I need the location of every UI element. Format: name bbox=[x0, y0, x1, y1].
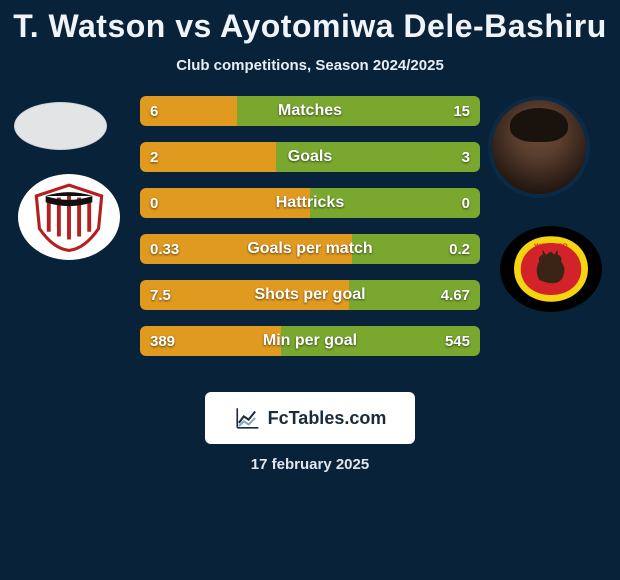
stat-right-value: 3 bbox=[462, 142, 470, 172]
shield-icon: WATFORD bbox=[509, 231, 593, 307]
stat-bar-left-segment bbox=[140, 142, 276, 172]
stat-row: 7.54.67Shots per goal bbox=[140, 280, 480, 310]
stat-bar-list: 615Matches23Goals00Hattricks0.330.2Goals… bbox=[140, 96, 480, 372]
stat-bar-right-segment bbox=[310, 188, 480, 218]
branding-text: FcTables.com bbox=[268, 408, 387, 429]
shield-icon bbox=[29, 182, 109, 252]
player-right-avatar bbox=[488, 96, 590, 198]
club-right-crest: WATFORD bbox=[500, 226, 602, 312]
stat-left-value: 7.5 bbox=[150, 280, 171, 310]
stat-row: 0.330.2Goals per match bbox=[140, 234, 480, 264]
page-subtitle: Club competitions, Season 2024/2025 bbox=[0, 57, 620, 74]
branding-box: FcTables.com bbox=[205, 392, 415, 444]
stat-row: 23Goals bbox=[140, 142, 480, 172]
stat-bar-track bbox=[140, 96, 480, 126]
stat-right-value: 0.2 bbox=[449, 234, 470, 264]
stat-bar-track bbox=[140, 326, 480, 356]
stat-bar-right-segment bbox=[237, 96, 480, 126]
stat-bar-track bbox=[140, 234, 480, 264]
stat-bar-track bbox=[140, 142, 480, 172]
svg-text:WATFORD: WATFORD bbox=[534, 243, 568, 250]
stat-right-value: 4.67 bbox=[441, 280, 470, 310]
chart-icon bbox=[234, 405, 260, 431]
stat-left-value: 0.33 bbox=[150, 234, 179, 264]
page-title: T. Watson vs Ayotomiwa Dele-Bashiru bbox=[0, 0, 620, 45]
stat-right-value: 0 bbox=[462, 188, 470, 218]
comparison-panel: WATFORD 615Matches23Goals00Hattricks0.33… bbox=[0, 96, 620, 396]
stat-row: 00Hattricks bbox=[140, 188, 480, 218]
stat-bar-track bbox=[140, 188, 480, 218]
snapshot-date: 17 february 2025 bbox=[0, 456, 620, 473]
stat-left-value: 0 bbox=[150, 188, 158, 218]
stat-row: 389545Min per goal bbox=[140, 326, 480, 356]
stat-bar-right-segment bbox=[276, 142, 480, 172]
stat-bar-left-segment bbox=[140, 188, 310, 218]
player-left-avatar bbox=[8, 96, 113, 156]
stat-bar-left-segment bbox=[140, 280, 349, 310]
stat-right-value: 15 bbox=[453, 96, 470, 126]
stat-left-value: 389 bbox=[150, 326, 175, 356]
stat-left-value: 6 bbox=[150, 96, 158, 126]
stat-left-value: 2 bbox=[150, 142, 158, 172]
club-left-crest bbox=[18, 174, 120, 260]
stat-bar-track bbox=[140, 280, 480, 310]
stat-row: 615Matches bbox=[140, 96, 480, 126]
stat-right-value: 545 bbox=[445, 326, 470, 356]
